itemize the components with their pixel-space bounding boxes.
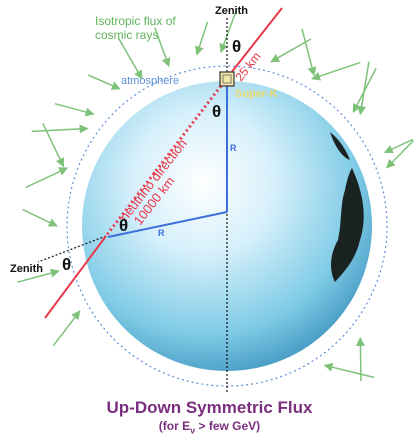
zenith-left-line — [37, 235, 107, 263]
detector-box-inner — [222, 74, 232, 84]
continent-shape — [330, 132, 350, 160]
flux-arrow — [154, 27, 171, 68]
flux-arrow — [301, 28, 317, 77]
flux-arrow — [54, 102, 95, 117]
radius-label-diagonal: R — [158, 228, 165, 238]
flux-arrow — [17, 268, 60, 283]
flux-arrow — [386, 140, 414, 169]
flux-arrow — [311, 61, 361, 81]
zenith-top-label: Zenith — [215, 5, 248, 17]
flux-arrow — [25, 167, 69, 189]
diagram-title: Up-Down Symmetric Flux — [106, 398, 313, 417]
flux-arrow — [323, 362, 375, 379]
diagram-subtitle: (for Eν > few GeV) — [0, 419, 419, 435]
neutrino-ray-solid-bottom — [44, 235, 107, 319]
theta-label-outer: θ — [62, 255, 71, 274]
neutrino-ray-dotted — [104, 77, 229, 237]
flux-arrow — [383, 138, 414, 154]
flux-arrow — [117, 37, 143, 80]
theta-label-top: θ — [232, 37, 241, 56]
flux-arrow — [22, 208, 58, 227]
flux-arrows — [17, 8, 414, 382]
flux-arrow — [352, 68, 377, 113]
subtitle-subscript: ν — [190, 425, 196, 436]
flux-arrow — [270, 38, 312, 63]
flux-label-line2: cosmic rays — [95, 28, 158, 42]
flux-arrow — [87, 74, 121, 90]
flux-arrow — [52, 310, 81, 347]
radius-label-vertical: R — [230, 143, 237, 153]
subtitle-prefix: (for E — [158, 419, 191, 433]
zenith-left-label: Zenith — [10, 263, 43, 275]
theta-label-detector: θ — [212, 102, 221, 121]
neutrino-ray-solid-top — [226, 7, 283, 79]
flux-label-line1: Isotropic flux of — [95, 14, 176, 28]
flux-arrow — [195, 21, 209, 56]
subtitle-suffix: > few GeV) — [195, 419, 261, 433]
radius-line-diagonal — [107, 211, 228, 238]
detector-box — [219, 71, 235, 87]
flux-arrow — [357, 61, 370, 116]
atmosphere-label: atmosphere — [121, 75, 179, 87]
continent-shape — [331, 168, 364, 282]
detector-label: Super-K — [235, 88, 278, 100]
flux-arrow — [219, 8, 238, 53]
flux-arrow — [31, 124, 89, 134]
theta-label-inner: θ — [119, 216, 128, 235]
